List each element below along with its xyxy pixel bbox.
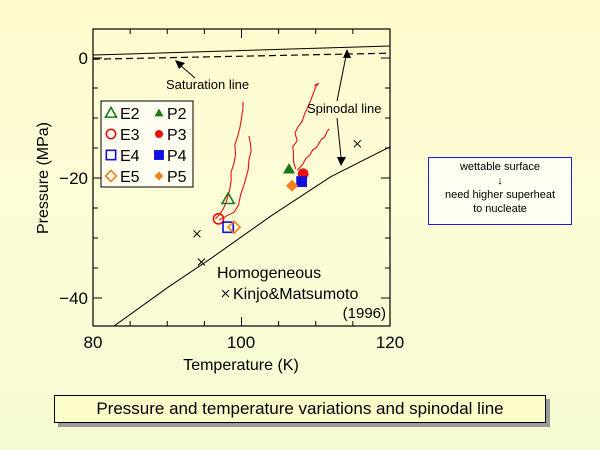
note-box: wettable surface ↓ need higher superheat… (428, 157, 572, 225)
pressure-trace (296, 128, 330, 171)
saturation-line (93, 52, 390, 60)
note-line-3: to nucleate (473, 203, 527, 215)
y-axis-title: Pressure (MPa) (35, 122, 52, 234)
marker-e4 (222, 221, 235, 234)
marker-p5 (285, 179, 298, 192)
legend-label-e2: E2 (120, 106, 140, 123)
legend-marker-e5-icon (104, 169, 118, 183)
traces-layer (215, 82, 330, 221)
upper-solid-line (93, 45, 390, 56)
saturation-line-label: Saturation line (166, 77, 249, 92)
spinodal-arrowhead-up-icon (343, 49, 351, 58)
legend-label-e4: E4 (120, 148, 140, 165)
spinodal-line (113, 146, 390, 326)
marker-e2 (220, 191, 236, 205)
saturation-arrow (179, 64, 196, 79)
spinodal-arrow-up (336, 55, 347, 102)
note-arrow-icon: ↓ (497, 175, 503, 187)
kinjo-legend-x-icon (221, 289, 230, 298)
legend: E2 P2 E3 P3 E4 P4 E5 P5 (100, 100, 194, 188)
legend-label-p4: P4 (167, 148, 187, 165)
kinjo-point-x-icon-b (193, 229, 201, 238)
legend-marker-p4-icon (154, 150, 164, 160)
legend-label-e3: E3 (120, 127, 140, 144)
y-tick-label: 0 (79, 49, 88, 68)
spinodal-line-label: Spinodal line (307, 101, 381, 116)
markers-layer (193, 139, 362, 266)
legend-marker-e3-icon (105, 128, 117, 140)
legend-markers (104, 105, 164, 183)
marker-p4 (296, 176, 308, 187)
legend-marker-p3-icon (154, 129, 164, 139)
spinodal-arrow-down (336, 117, 342, 158)
lines-layer (93, 45, 390, 326)
y-tick-label: −20 (59, 169, 88, 188)
caption: Pressure and temperature variations and … (54, 395, 546, 423)
pressure-trace (292, 82, 320, 170)
x-tick-label: 80 (84, 333, 103, 352)
saturation-arrowhead-icon (175, 60, 185, 69)
kinjo-year-label: (1996) (343, 305, 386, 322)
kinjo-point-x-icon-b (353, 139, 362, 148)
marker-e3 (212, 212, 225, 225)
legend-label-p5: P5 (167, 169, 187, 186)
y-tick-label: −40 (59, 289, 88, 308)
pressure-trace (215, 101, 244, 220)
x-tick-label: 100 (227, 333, 255, 352)
legend-marker-p2-icon (154, 108, 164, 117)
kinjo-matsumoto-label: Kinjo&Matsumoto (233, 286, 358, 303)
legend-marker-p5-icon (154, 171, 164, 181)
marker-e5 (226, 220, 242, 235)
legend-marker-e2-icon (104, 105, 118, 118)
kinjo-point-x-icon-b (197, 258, 206, 266)
x-axis-title: Temperature (K) (183, 357, 299, 374)
legend-label-p3: P3 (167, 127, 187, 144)
homogeneous-label: Homogeneous (217, 265, 321, 282)
pressure-trace (218, 135, 252, 221)
legend-label-e5: E5 (120, 169, 140, 186)
x-tick-label: 120 (376, 333, 404, 352)
note-line-1: wettable surface (459, 161, 541, 173)
spinodal-arrowhead-down-icon (337, 157, 346, 166)
legend-label-p2: P2 (167, 106, 187, 123)
note-line-2: need higher superheat (444, 189, 556, 201)
ticks-layer (92, 29, 391, 326)
legend-marker-e4-icon (105, 149, 117, 161)
marker-p2 (283, 163, 296, 174)
